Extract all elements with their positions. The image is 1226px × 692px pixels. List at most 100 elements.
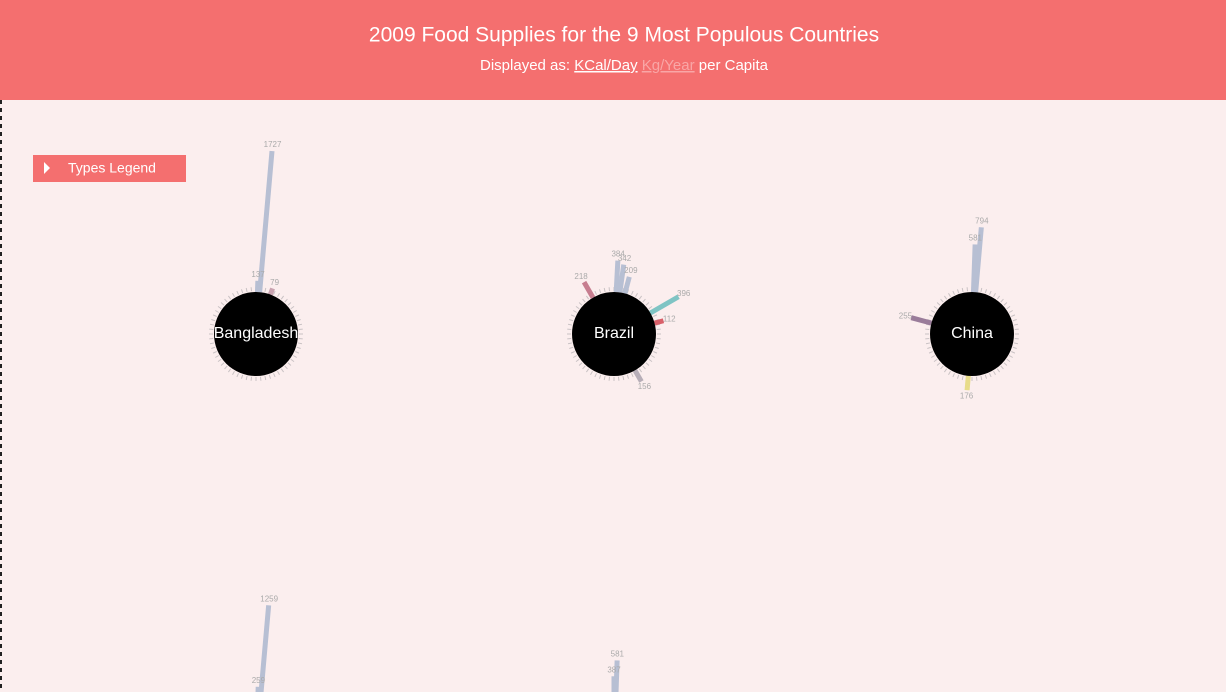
value-label: 581: [969, 234, 983, 243]
bar: [268, 287, 275, 296]
ring-tick: [575, 305, 580, 310]
country-circle: [930, 292, 1014, 376]
value-label: 396: [677, 289, 691, 298]
ring-tick: [645, 362, 650, 366]
ring-tick: [277, 293, 280, 298]
ring-tick: [217, 305, 222, 310]
header: [0, 0, 1226, 100]
value-label: 156: [638, 382, 652, 391]
ring-tick: [277, 370, 280, 375]
ring-tick: [236, 373, 239, 378]
legend-box[interactable]: [33, 155, 186, 182]
ring-tick: [297, 342, 303, 345]
ring-tick: [280, 295, 285, 300]
ring-tick: [948, 293, 951, 298]
ring-tick: [569, 346, 574, 349]
ring-tick: [957, 289, 960, 294]
ring-tick: [927, 346, 932, 349]
ring-tick: [578, 302, 583, 306]
ring-tick: [603, 375, 606, 381]
ring-tick: [284, 298, 288, 303]
value-label: 209: [624, 266, 638, 275]
legend-arrow[interactable]: [44, 162, 50, 174]
ring-tick: [961, 287, 964, 293]
ring-tick: [1011, 314, 1016, 317]
legend-button[interactable]: Types Legend: [33, 155, 186, 182]
ring-tick: [1003, 302, 1008, 306]
bar: [258, 605, 272, 692]
ring-tick: [297, 323, 303, 326]
ring-tick: [224, 365, 228, 370]
ring-tick: [292, 355, 297, 358]
ring-tick: [215, 355, 220, 358]
bar: [653, 318, 665, 326]
value-label: 794: [975, 216, 989, 225]
ring-tick: [648, 358, 653, 363]
ring-tick: [295, 314, 300, 317]
ring-tick: [996, 368, 1001, 373]
prefix: Displayed as:: [480, 57, 570, 74]
bar: [964, 375, 971, 391]
ring-tick: [642, 365, 646, 370]
country-name: Bangladesh: [214, 325, 299, 342]
bar: [970, 244, 978, 293]
ring-tick: [928, 314, 933, 317]
ring-tick: [590, 370, 593, 375]
legend-label[interactable]: Types Legend: [68, 160, 156, 176]
ring-tick: [984, 374, 987, 379]
ring-tick: [599, 374, 602, 379]
ring-tick: [220, 302, 225, 306]
ring-tick: [264, 375, 267, 381]
ring-tick: [273, 373, 276, 378]
value-label: 79: [270, 278, 279, 287]
ring-tick: [211, 319, 216, 322]
ring-tick: [212, 351, 217, 354]
ring-tick: [957, 374, 960, 379]
value-label: 218: [574, 272, 588, 281]
ring-tick: [264, 287, 267, 293]
ring-tick: [635, 293, 638, 298]
ring-tick: [211, 346, 216, 349]
bar: [257, 150, 275, 293]
value-label: 176: [960, 391, 974, 400]
ring-tick: [224, 298, 228, 303]
ring-tick: [648, 305, 653, 310]
ring-tick: [594, 290, 597, 295]
ring-tick: [295, 351, 300, 354]
ring-tick: [1011, 351, 1016, 354]
bar: [622, 276, 632, 295]
ring-tick: [622, 375, 625, 381]
ring-tick: [952, 373, 955, 378]
country-name: Brazil: [594, 325, 634, 342]
value-label: 387: [607, 665, 621, 674]
ring-tick: [940, 365, 944, 370]
ring-tick: [573, 355, 578, 358]
ring-tick: [928, 351, 933, 354]
bar: [617, 264, 627, 293]
ring-tick: [209, 342, 215, 345]
ring-tick: [933, 305, 938, 310]
value-label: 342: [618, 254, 632, 263]
bar: [910, 315, 933, 326]
ring-tick: [570, 351, 575, 354]
country-circle: [572, 292, 656, 376]
ring-tick: [578, 362, 583, 366]
ring-tick: [292, 310, 297, 313]
bar: [581, 280, 596, 299]
value-label: 384: [611, 250, 625, 259]
option[interactable]: KCal/Day: [574, 57, 638, 74]
ring-tick: [585, 368, 590, 373]
ring-tick: [943, 295, 948, 300]
ring-tick: [245, 287, 248, 293]
ring-tick: [631, 373, 634, 378]
ring-tick: [996, 295, 1001, 300]
ring-tick: [296, 346, 301, 349]
ring-tick: [1012, 319, 1017, 322]
option[interactable]: Kg/Year: [642, 57, 695, 74]
ring-tick: [594, 373, 597, 378]
ring-tick: [575, 358, 580, 363]
ring-tick: [287, 362, 292, 366]
ring-tick: [1008, 310, 1013, 313]
ring-tick: [1008, 355, 1013, 358]
